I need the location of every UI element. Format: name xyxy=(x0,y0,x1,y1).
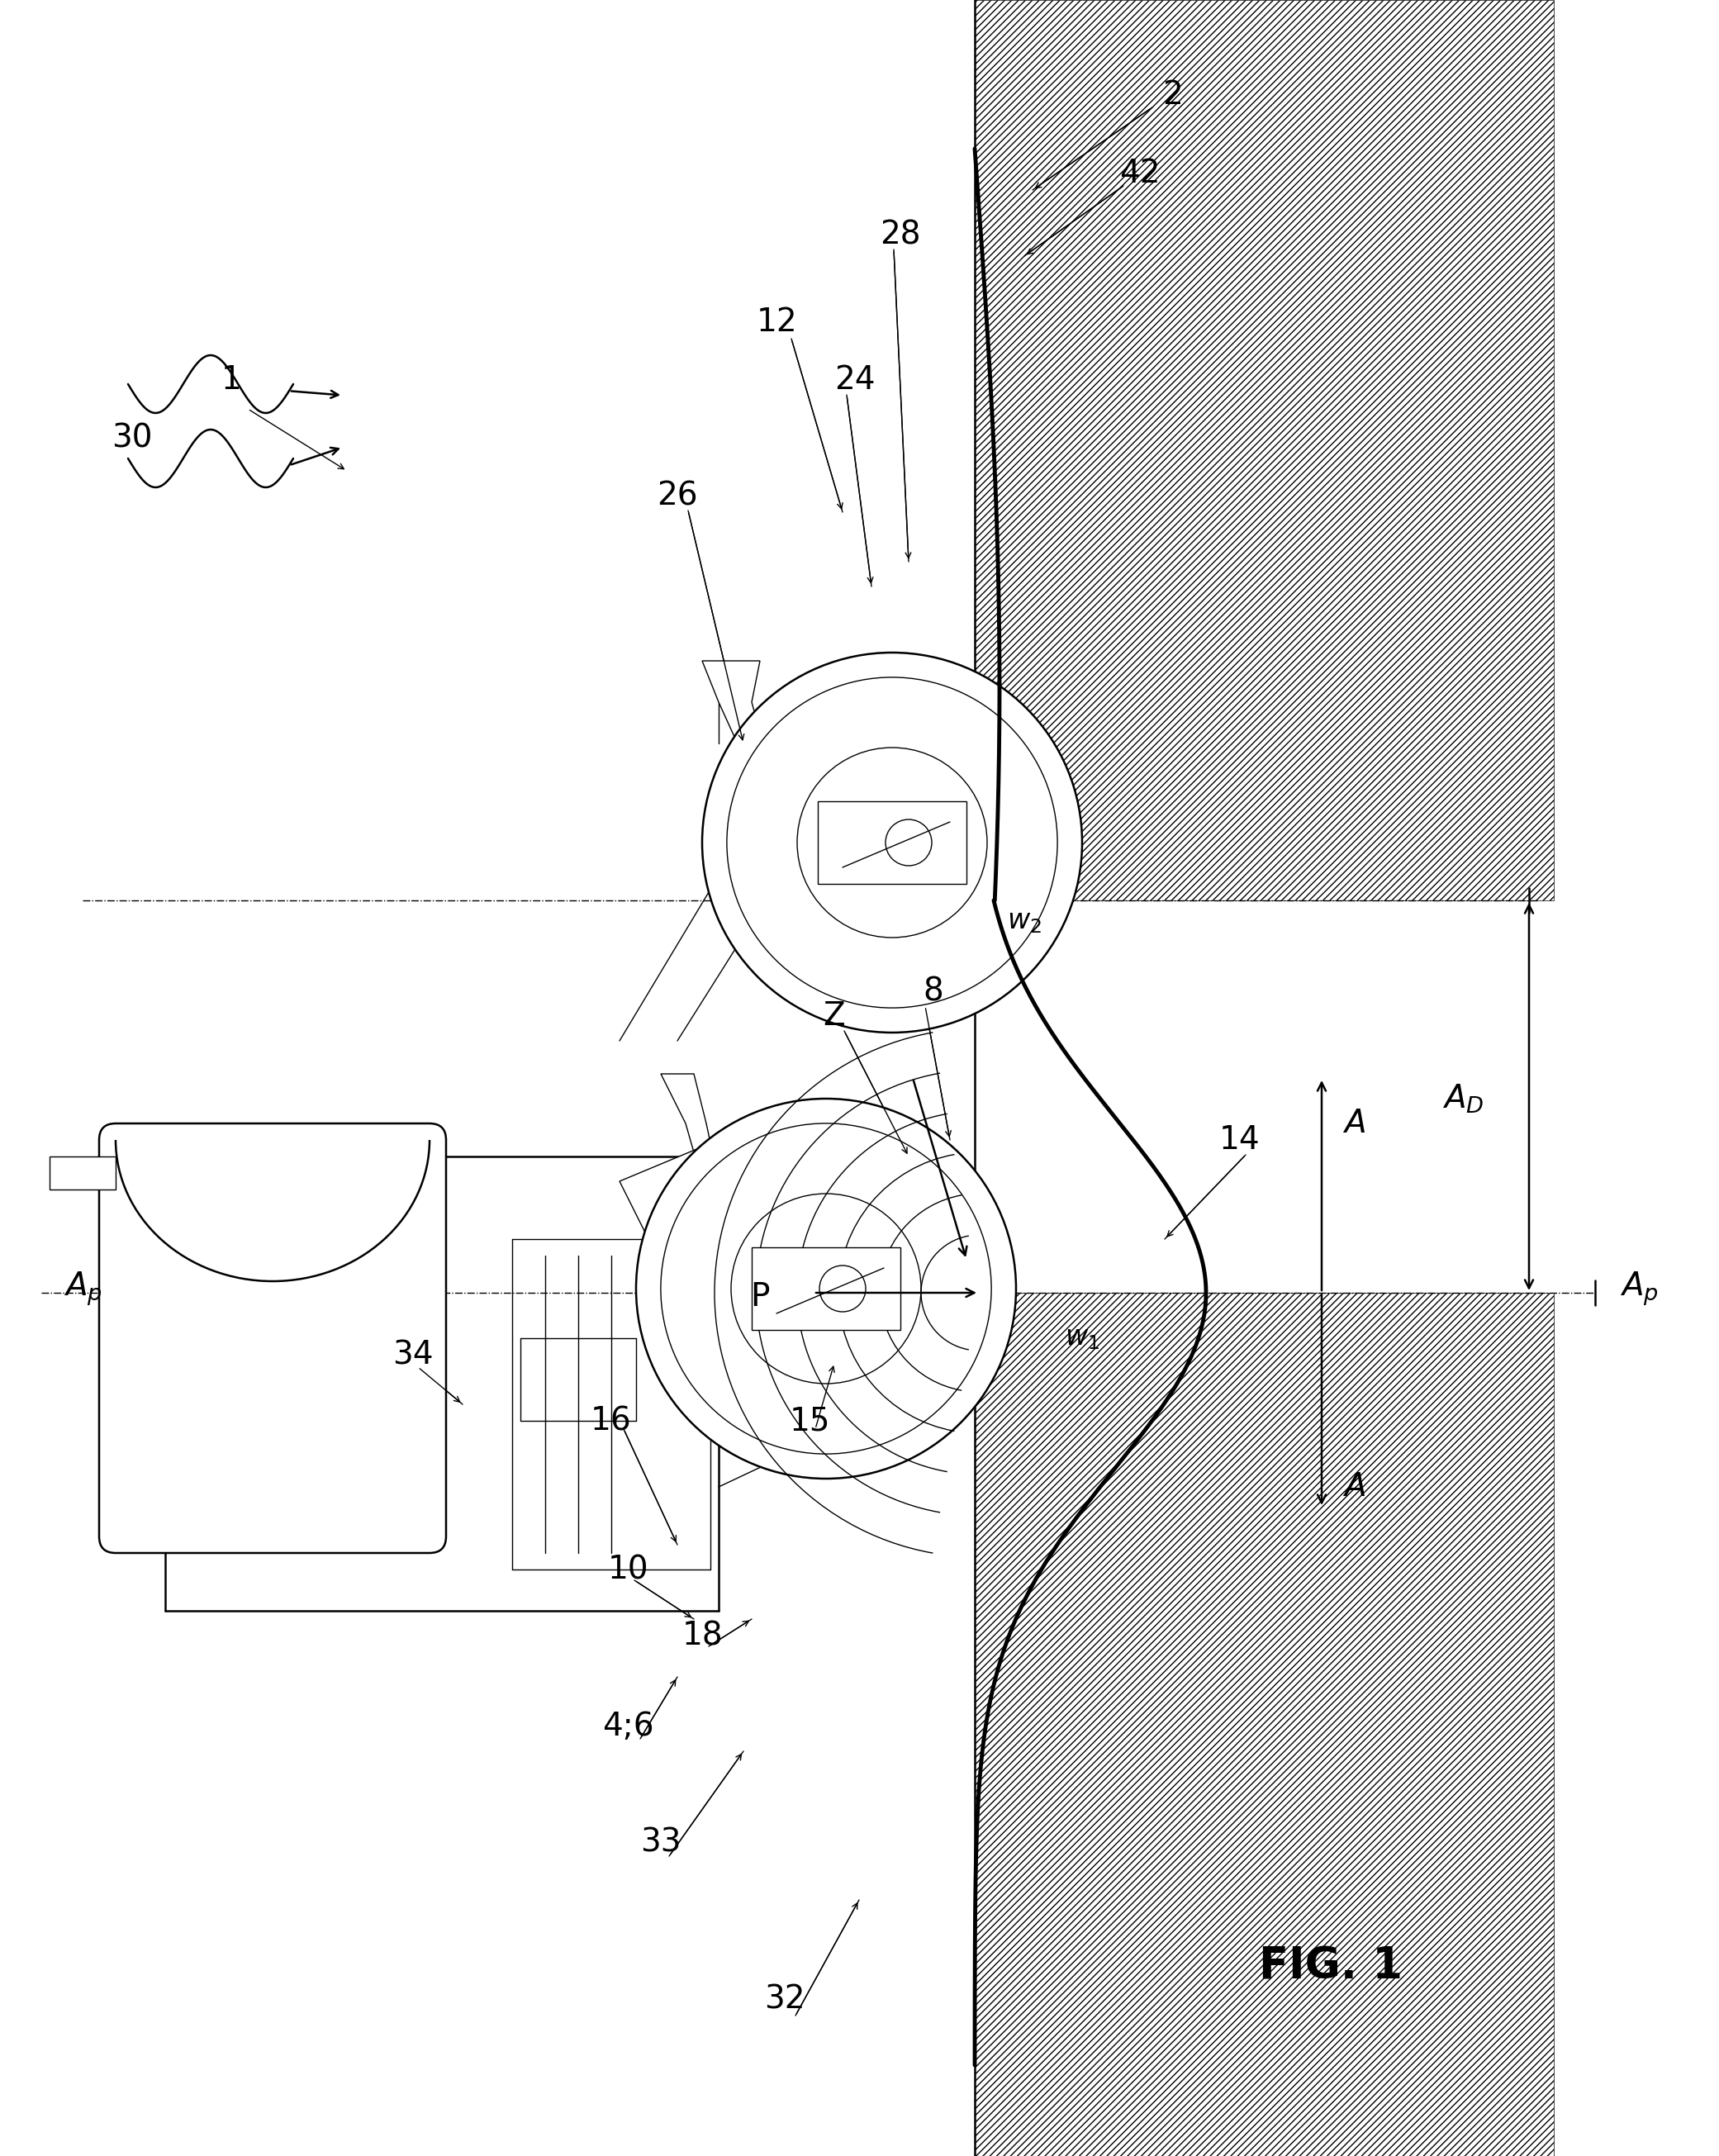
Text: 34: 34 xyxy=(392,1339,433,1371)
Text: 1: 1 xyxy=(222,364,242,397)
Bar xyxy=(50,1156,115,1190)
Text: 24: 24 xyxy=(834,364,875,397)
Text: 10: 10 xyxy=(607,1554,648,1585)
Text: 8: 8 xyxy=(923,975,944,1007)
Text: 33: 33 xyxy=(641,1826,681,1858)
Text: 15: 15 xyxy=(789,1406,830,1436)
Text: 28: 28 xyxy=(880,220,921,250)
Text: 42: 42 xyxy=(1119,157,1160,190)
Text: $w_1$: $w_1$ xyxy=(1064,1324,1100,1352)
Polygon shape xyxy=(619,1141,751,1248)
Text: 4;6: 4;6 xyxy=(602,1710,653,1742)
Bar xyxy=(751,1248,901,1330)
Text: 16: 16 xyxy=(591,1406,633,1436)
Text: $w_2$: $w_2$ xyxy=(1007,908,1042,936)
Wedge shape xyxy=(727,677,1057,1007)
Polygon shape xyxy=(701,662,792,843)
Text: 14: 14 xyxy=(1219,1123,1260,1156)
Circle shape xyxy=(798,748,987,938)
Polygon shape xyxy=(975,1294,1554,2156)
Text: $A_D$: $A_D$ xyxy=(1442,1082,1483,1115)
Text: Z: Z xyxy=(823,1000,846,1033)
Text: FIG. 1: FIG. 1 xyxy=(1258,1945,1403,1988)
Text: $A_p$: $A_p$ xyxy=(1619,1270,1659,1307)
Polygon shape xyxy=(660,1074,719,1181)
Text: 32: 32 xyxy=(765,1984,804,2014)
FancyBboxPatch shape xyxy=(100,1123,445,1552)
Text: 30: 30 xyxy=(112,423,153,453)
Bar xyxy=(818,802,966,884)
Circle shape xyxy=(636,1100,1016,1479)
Circle shape xyxy=(885,819,932,867)
Text: 18: 18 xyxy=(682,1619,722,1651)
Text: 2: 2 xyxy=(1162,80,1183,110)
Text: P: P xyxy=(749,1281,770,1313)
Circle shape xyxy=(701,653,1083,1033)
Wedge shape xyxy=(660,1123,992,1453)
Circle shape xyxy=(820,1266,866,1311)
Text: A: A xyxy=(1344,1470,1365,1503)
Polygon shape xyxy=(975,0,1554,901)
Circle shape xyxy=(731,1194,921,1384)
Text: 12: 12 xyxy=(756,306,798,338)
Text: 26: 26 xyxy=(657,481,698,511)
Text: A: A xyxy=(1344,1108,1365,1138)
Text: $A_p$: $A_p$ xyxy=(64,1270,101,1307)
Polygon shape xyxy=(975,0,1719,901)
